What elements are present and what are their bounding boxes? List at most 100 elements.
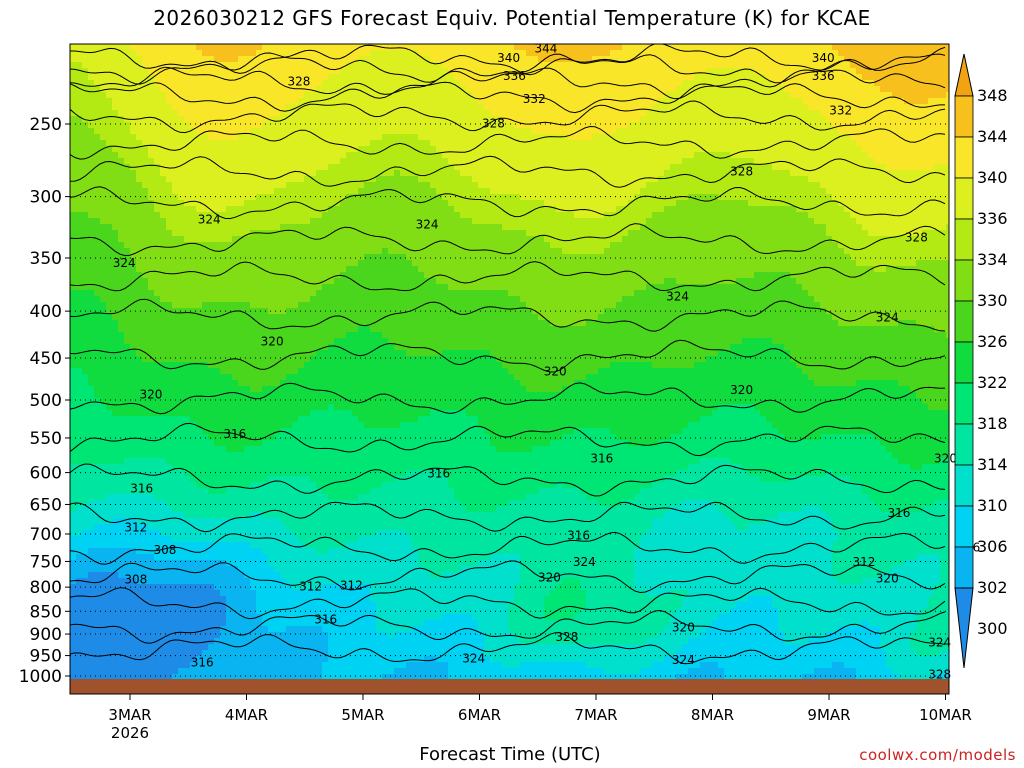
colorbar-tick-318: 318 bbox=[977, 414, 1008, 433]
contour-label-7: 328 bbox=[287, 75, 310, 89]
x-tick-label-1: 4MAR bbox=[225, 706, 268, 724]
contour-label-28: 316 bbox=[314, 613, 337, 627]
contour-label-0: 344 bbox=[534, 41, 557, 55]
x-tick-label-7: 10MAR bbox=[919, 706, 972, 724]
contour-label-6: 332 bbox=[829, 104, 852, 118]
contour-label-16: 320 bbox=[261, 334, 284, 348]
time-axis: 3MAR 4MAR 5MAR 6MAR 7MAR 8MAR 9MAR 10MAR 2026 bbox=[108, 694, 972, 742]
contour-label-23: 316 bbox=[590, 452, 613, 466]
x-tick-sublabel: 2026 bbox=[111, 724, 149, 742]
x-tick-label-2: 5MAR bbox=[341, 706, 384, 724]
contour-label-41: 324 bbox=[462, 651, 485, 665]
colorbar-bottom-arrow bbox=[954, 587, 974, 669]
contour-label-12: 324 bbox=[416, 217, 439, 231]
y-tick-label-500: 500 bbox=[30, 391, 62, 411]
colorbar-band-1 bbox=[954, 136, 974, 179]
contour-lines bbox=[70, 44, 946, 665]
contour-label-13: 324 bbox=[113, 256, 136, 270]
colorbar-tick-334: 334 bbox=[977, 250, 1008, 269]
contour-label-25: 316 bbox=[887, 506, 910, 520]
contour-label-44: 328 bbox=[928, 668, 951, 682]
contour-label-33: 312 bbox=[852, 555, 875, 569]
colorbar-tick-300: 300 bbox=[977, 619, 1008, 638]
contour-label-40: 320 bbox=[672, 620, 695, 634]
site-credit: coolwx.com/models bbox=[859, 746, 1016, 764]
contour-label-37: 320 bbox=[538, 571, 561, 585]
colorbar-tick-314: 314 bbox=[977, 455, 1008, 474]
contour-label-14: 324 bbox=[666, 289, 689, 303]
contour-label-35: 308 bbox=[124, 573, 147, 587]
contour-label-22: 316 bbox=[427, 466, 450, 480]
contour-label-42: 324 bbox=[672, 653, 695, 667]
contour-label-18: 320 bbox=[544, 364, 567, 378]
colorbar-tick-330: 330 bbox=[977, 291, 1008, 310]
y-tick-label-750: 750 bbox=[30, 552, 62, 572]
y-tick-label-550: 550 bbox=[30, 429, 62, 449]
x-tick-label-3: 6MAR bbox=[458, 706, 501, 724]
colorbar-band-10 bbox=[954, 505, 974, 548]
terrain-band bbox=[70, 679, 949, 694]
contour-label-9: 328 bbox=[730, 164, 753, 178]
contour-label-15: 324 bbox=[876, 311, 899, 325]
x-tick-label-0: 3MAR bbox=[108, 706, 151, 724]
colorbar-band-7 bbox=[954, 382, 974, 425]
colorbar-band-8 bbox=[954, 423, 974, 466]
contour-label-26: 316 bbox=[567, 529, 590, 543]
colorbar-tick-310: 310 bbox=[977, 496, 1008, 515]
contour-label-21: 316 bbox=[223, 427, 246, 441]
contour-label-43: 324 bbox=[928, 635, 951, 649]
x-axis-label: Forecast Time (UTC) bbox=[419, 744, 601, 765]
y-tick-label-300: 300 bbox=[30, 188, 62, 208]
colorbar-band-2 bbox=[954, 177, 974, 220]
colorbar-band-11 bbox=[954, 546, 974, 589]
y-tick-label-800: 800 bbox=[30, 578, 62, 598]
y-tick-label-850: 850 bbox=[30, 602, 62, 622]
contour-label-34: 308 bbox=[153, 543, 176, 557]
theta-e-field bbox=[70, 44, 949, 694]
contour-label-39: 328 bbox=[555, 630, 578, 644]
contour-label-4: 336 bbox=[812, 69, 835, 83]
contour-label-1: 340 bbox=[497, 51, 520, 65]
contour-label-24: 316 bbox=[130, 481, 153, 495]
contour-labels: 344 340 336 340 336 332 332 328 328 328 328 324 324 3… bbox=[113, 41, 981, 681]
x-tick-label-4: 7MAR bbox=[574, 706, 617, 724]
colorbar-tick-344: 344 bbox=[977, 127, 1008, 146]
y-tick-label-350: 350 bbox=[30, 249, 62, 269]
colorbar: 348 344 340 336 334 330 326 322 318 314 310 306 302 3… bbox=[954, 53, 1008, 669]
contour-label-8: 328 bbox=[482, 117, 505, 131]
colorbar-band-3 bbox=[954, 218, 974, 261]
contour-label-2: 336 bbox=[503, 69, 526, 83]
x-tick-label-5: 8MAR bbox=[691, 706, 734, 724]
contour-label-32: 312 bbox=[340, 579, 363, 593]
colorbar-band-6 bbox=[954, 341, 974, 384]
contour-label-17: 320 bbox=[140, 388, 163, 402]
x-tick-label-6: 9MAR bbox=[807, 706, 850, 724]
y-tick-label-450: 450 bbox=[30, 349, 62, 369]
colorbar-top-arrow bbox=[954, 53, 974, 97]
pressure-axis: 250 300 350 400 450 500 550 600 650 700 750 800 850 9… bbox=[19, 115, 70, 687]
chart-title: 2026030212 GFS Forecast Equiv. Potential… bbox=[153, 6, 871, 30]
y-tick-label-1000: 1000 bbox=[19, 667, 62, 687]
colorbar-tick-326: 326 bbox=[977, 332, 1008, 351]
colorbar-tick-336: 336 bbox=[977, 209, 1008, 228]
contour-label-31: 312 bbox=[299, 580, 322, 594]
colorbar-tick-348: 348 bbox=[977, 86, 1008, 105]
plot-frame bbox=[69, 43, 950, 695]
colorbar-band-4 bbox=[954, 259, 974, 302]
contour-label-5: 332 bbox=[523, 92, 546, 106]
contour-label-10: 328 bbox=[905, 231, 928, 245]
contour-label-29: 316 bbox=[191, 656, 214, 670]
y-tick-label-700: 700 bbox=[30, 525, 62, 545]
contour-label-38: 320 bbox=[876, 572, 899, 586]
colorbar-tick-322: 322 bbox=[977, 373, 1008, 392]
contour-label-20: 320 bbox=[934, 452, 957, 466]
contour-label-30: 312 bbox=[124, 521, 147, 535]
colorbar-band-5 bbox=[954, 300, 974, 343]
colorbar-tick-306: 306 bbox=[977, 537, 1008, 556]
y-tick-label-400: 400 bbox=[30, 302, 62, 322]
contour-label-36: 324 bbox=[573, 555, 596, 569]
colorbar-band-0 bbox=[954, 95, 974, 138]
contour-label-11: 324 bbox=[198, 212, 221, 226]
contour-label-3: 340 bbox=[812, 51, 835, 65]
